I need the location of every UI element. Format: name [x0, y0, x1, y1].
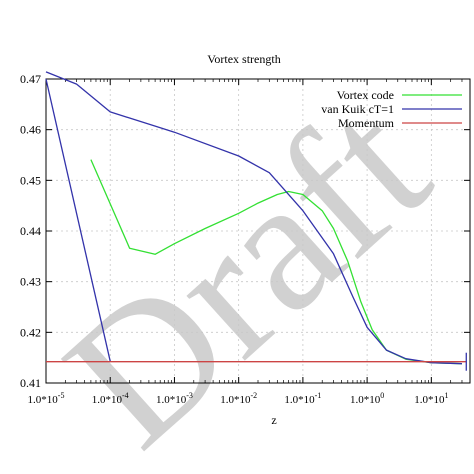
- grid-lines: [46, 79, 470, 383]
- series-line-2: [45, 71, 463, 365]
- x-tick-label: 1.0*10-4: [92, 391, 129, 406]
- x-tick-label: 1.0*10-5: [28, 391, 65, 406]
- y-tick-label: 0.41: [20, 376, 41, 390]
- axis-ticks: 0.41 0.42 0.43 0.44 0.45 0.46 0.47 1.0*10-5 1.0*…: [20, 72, 471, 406]
- watermark: Draft: [28, 62, 466, 474]
- legend-label-1: Vortex code: [337, 88, 394, 102]
- x-tick-label: 1.0*101: [414, 391, 448, 406]
- y-tick-label: 0.42: [20, 325, 41, 339]
- y-tick-label: 0.43: [20, 275, 41, 289]
- legend-label-3: Momentum: [338, 116, 395, 130]
- series-line-3: [45, 78, 111, 362]
- series-lines: [45, 71, 467, 371]
- x-tick-label: 1.0*100: [350, 391, 384, 406]
- x-tick-label: 1.0*10-2: [220, 391, 257, 406]
- y-tick-label: 0.47: [20, 72, 41, 86]
- x-tick-label: 1.0*10-1: [284, 391, 321, 406]
- y-tick-label: 0.46: [20, 123, 41, 137]
- x-tick-label: 1.0*10-3: [156, 391, 193, 406]
- y-tick-label: 0.44: [20, 224, 41, 238]
- chart-title: Vortex strength: [207, 52, 280, 66]
- x-axis-label: z: [271, 413, 276, 427]
- legend-label-2: van Kuik cT=1: [321, 102, 394, 116]
- y-tick-label: 0.45: [20, 173, 41, 187]
